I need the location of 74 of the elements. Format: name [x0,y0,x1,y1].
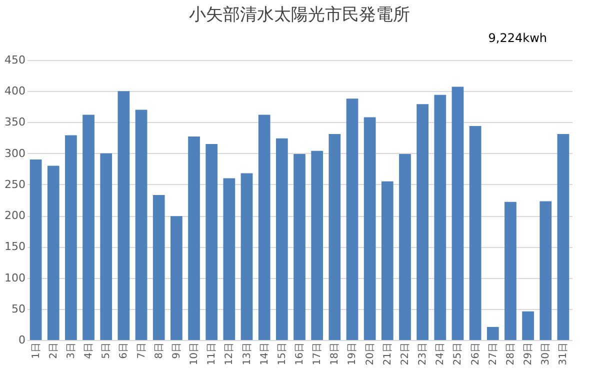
x-tick-label: 5日 [101,342,112,359]
x-tick-label: 16日 [294,342,306,366]
bar [346,98,358,340]
x-tick-label: 19日 [347,342,358,366]
x-tick-label: 13日 [242,342,253,366]
bar [47,166,60,340]
x-tick-label: 17日 [312,342,324,366]
x-tick-label: 11日 [206,342,218,366]
bar [206,144,218,340]
x-tick-label: 25日 [452,342,464,366]
bar [30,160,42,340]
bar [522,311,534,340]
bar [540,201,552,340]
x-tick-label: 28日 [505,342,516,366]
x-tick-label: 27日 [488,342,499,366]
x-tick-label: 12日 [224,342,236,366]
y-tick-label: 300 [4,146,26,160]
x-tick-label: 31日 [558,342,570,366]
bar [311,150,324,340]
x-tick-label: 20日 [364,342,376,366]
bar [65,135,77,340]
bar [170,216,182,340]
x-tick-label: 2日 [48,342,60,359]
bar [469,126,482,340]
y-tick-label: 150 [4,240,26,254]
bar [276,138,288,340]
bar [486,326,499,340]
bar [135,110,148,340]
bar [328,134,341,340]
x-tick-label: 21日 [382,342,394,366]
x-tick-label: 14日 [259,342,270,366]
x-tick-label: 6日 [118,342,130,359]
bar [152,195,165,340]
x-tick-label: 3日 [66,342,77,359]
bar [294,154,306,340]
x-tick-label: 18日 [330,342,341,366]
bar [399,154,411,340]
y-tick-label: 400 [4,84,26,98]
y-tick-label: 250 [4,178,26,191]
text: 9,224kwh [488,31,547,45]
bar [118,91,130,340]
y-tick-label: 200 [4,209,26,222]
x-tick-label: 24日 [435,342,446,366]
y-tick-label: 50 [12,302,26,316]
y-tick-label: 450 [4,54,26,66]
bar [223,178,236,340]
bar [452,86,464,340]
x-tick-label: 7日 [136,342,148,359]
x-tick-label: 23日 [418,342,429,366]
y-tick-label: 0 [18,334,26,346]
bar [504,202,516,340]
x-tick-label: 10日 [189,342,200,366]
x-tick-label: 9日 [171,342,182,359]
bar [188,136,200,340]
x-tick-label: 4日 [84,342,95,359]
bar [557,134,570,340]
x-tick-label: 15日 [276,342,288,366]
x-tick-label: 30日 [540,342,552,366]
y-tick-label: 100 [4,271,26,284]
bar [82,114,94,340]
bar [381,181,394,340]
bar [434,94,446,340]
bar [258,114,270,340]
y-tick-label: 350 [4,116,26,129]
bar [416,104,428,340]
x-tick-label: 22日 [400,342,411,366]
bar [100,153,112,340]
x-tick-label: 29日 [523,342,534,366]
chart-title: 小矢部清水太陽光市民発電所 [189,5,410,25]
bar [364,117,376,340]
x-tick-label: 8日 [154,342,165,359]
x-tick-label: 1日 [30,342,42,359]
x-tick-label: 26日 [470,342,482,366]
bar [240,173,253,340]
